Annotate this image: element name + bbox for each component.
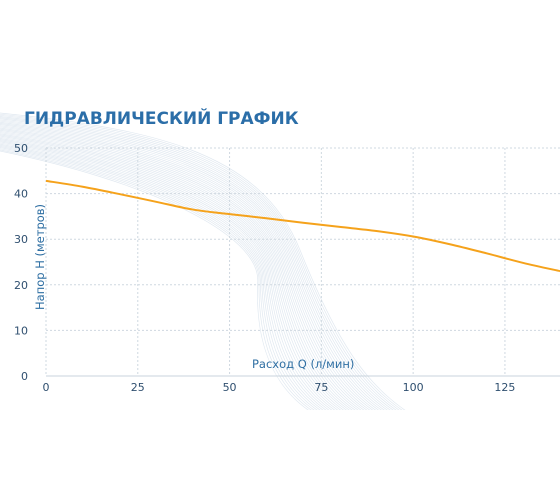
y-tick-label: 20 [14, 279, 28, 292]
wave-line [0, 128, 365, 410]
y-tick-label: 10 [14, 324, 28, 337]
y-tick-label: 50 [14, 142, 28, 155]
wave-line [0, 139, 339, 410]
x-tick-label: 100 [403, 381, 424, 394]
wave-line [0, 116, 397, 410]
x-tick-label: 75 [314, 381, 328, 394]
wave-line [0, 140, 336, 410]
wave-line [0, 112, 406, 410]
wave-line [0, 121, 383, 410]
wave-line [0, 113, 403, 410]
series-line-head-curve [45, 179, 560, 273]
x-tick-label: 125 [494, 381, 515, 394]
wave-line [0, 118, 391, 410]
wave-line [0, 142, 330, 410]
wave-line [0, 131, 359, 410]
y-tick-label: 40 [14, 188, 28, 201]
wave-line [0, 126, 371, 410]
wave-line [0, 136, 345, 410]
wave-line [0, 125, 374, 410]
wave-line [0, 124, 377, 410]
wave-line [0, 133, 353, 410]
wave-line [0, 141, 333, 410]
y-tick-label: 30 [14, 233, 28, 246]
wave-line [0, 148, 315, 410]
decorative-wave-lines [0, 112, 406, 410]
x-tick-labels: 0 25 50 75 100 125 [43, 381, 516, 394]
y-axis-title: Напор H (метров) [33, 204, 47, 310]
wave-line [0, 120, 385, 410]
x-tick-label: 50 [223, 381, 237, 394]
x-tick-label: 0 [43, 381, 50, 394]
wave-line [0, 146, 321, 410]
wave-line [0, 138, 342, 410]
wave-line [0, 127, 368, 410]
wave-line [0, 134, 350, 410]
wave-line [0, 135, 348, 410]
chart-title: ГИДРАВЛИЧЕСКИЙ ГРАФИК [24, 107, 299, 129]
wave-line [0, 144, 324, 410]
wave-line [0, 119, 388, 410]
y-tick-labels: 0 10 20 30 40 50 [14, 142, 28, 383]
chart-grid [45, 147, 560, 376]
wave-line [0, 117, 394, 410]
wave-line [0, 143, 327, 410]
x-axis-title: Расход Q (л/мин) [252, 357, 354, 371]
wave-line [0, 114, 400, 410]
y-tick-label: 0 [21, 370, 28, 383]
wave-line [0, 147, 318, 410]
wave-line [0, 132, 356, 410]
x-tick-label: 25 [131, 381, 145, 394]
wave-line [0, 123, 380, 410]
wave-line [0, 129, 362, 410]
